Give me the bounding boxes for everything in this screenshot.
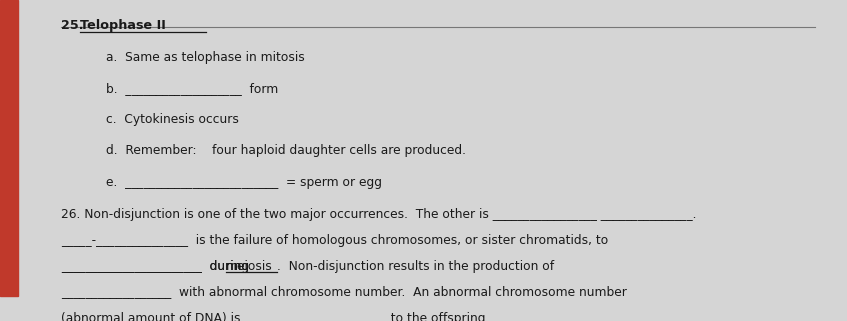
- Text: meiosis: meiosis: [226, 260, 273, 273]
- Text: _____-_______________  is the failure of homologous chromosomes, or sister chrom: _____-_______________ is the failure of …: [61, 234, 609, 247]
- Text: c.  Cytokinesis occurs: c. Cytokinesis occurs: [107, 113, 240, 126]
- Text: 26. Non-disjunction is one of the two major occurrences.  The other is _________: 26. Non-disjunction is one of the two ma…: [61, 208, 697, 221]
- Text: b.  ___________________  form: b. ___________________ form: [107, 82, 279, 95]
- Bar: [0, 0, 18, 296]
- Text: _______________________  during: _______________________ during: [61, 260, 253, 273]
- Text: 25.: 25.: [61, 19, 88, 32]
- Text: .  Non-disjunction results in the production of: . Non-disjunction results in the product…: [277, 260, 554, 273]
- Text: (abnormal amount of DNA) is  ______________________  to the offspring.: (abnormal amount of DNA) is ____________…: [61, 312, 490, 321]
- Text: __________________  with abnormal chromosome number.  An abnormal chromosome num: __________________ with abnormal chromos…: [61, 285, 628, 298]
- Text: Telophase II: Telophase II: [80, 19, 166, 32]
- Text: a.  Same as telophase in mitosis: a. Same as telophase in mitosis: [107, 51, 305, 64]
- Text: _______________________  during: _______________________ during: [61, 260, 253, 273]
- Text: e.  _________________________  = sperm or egg: e. _________________________ = sperm or …: [107, 177, 383, 189]
- Text: d.  Remember:    four haploid daughter cells are produced.: d. Remember: four haploid daughter cells…: [107, 144, 467, 157]
